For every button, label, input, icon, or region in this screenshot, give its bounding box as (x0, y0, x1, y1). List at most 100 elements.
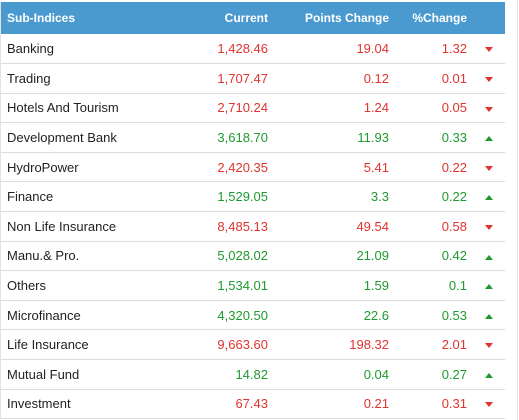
row-arrow-cell (473, 271, 505, 301)
row-current-value: 9,663.60 (217, 337, 268, 353)
row-points-change: 198.32 (349, 337, 389, 353)
row-arrow-cell (473, 64, 505, 94)
row-arrow-cell (473, 212, 505, 242)
row-arrow-cell (473, 300, 505, 330)
row-points-change: 11.93 (357, 130, 389, 146)
table-row[interactable]: Life Insurance 9,663.60 198.32 2.01 (1, 330, 505, 360)
row-name-link[interactable]: Manu.& Pro. (7, 248, 80, 264)
table-row[interactable]: Microfinance 4,320.50 22.6 0.53 (1, 300, 505, 330)
row-name-link[interactable]: Development Bank (7, 130, 117, 146)
row-points-change: 19.04 (356, 41, 389, 57)
row-arrow-cell (473, 34, 505, 64)
row-current-value: 5,028.02 (217, 248, 268, 264)
row-arrow-cell (473, 93, 505, 123)
row-percent-change: 0.22 (441, 189, 467, 205)
triangle-down-icon (485, 165, 493, 171)
triangle-up-icon (485, 195, 493, 201)
table-row[interactable]: Mutual Fund 14.82 0.04 0.27 (1, 360, 505, 390)
triangle-up-icon (485, 254, 493, 260)
row-points-change: 0.12 (363, 70, 389, 86)
row-current-value: 14.82 (235, 366, 268, 382)
row-points-change: 3.3 (370, 189, 389, 205)
triangle-down-icon (485, 76, 493, 82)
header-arrow-column (473, 2, 505, 34)
triangle-up-icon (485, 284, 493, 290)
row-name-link[interactable]: HydroPower (7, 159, 79, 175)
header-current[interactable]: Current (224, 11, 268, 25)
row-points-change: 22.6 (363, 307, 389, 323)
row-points-change: 0.21 (363, 396, 389, 412)
triangle-down-icon (485, 224, 493, 230)
scrollbar-track[interactable] (517, 0, 518, 420)
table-row[interactable]: Trading 1,707.47 0.12 0.01 (1, 64, 505, 94)
triangle-up-icon (485, 372, 493, 378)
row-arrow-cell (473, 123, 505, 153)
row-points-change: 5.41 (363, 159, 389, 175)
row-current-value: 1,428.46 (217, 41, 268, 57)
row-percent-change: 0.33 (441, 130, 467, 146)
table-row[interactable]: Banking 1,428.46 19.04 1.32 (1, 34, 505, 64)
row-current-value: 4,320.50 (217, 307, 268, 323)
table-row[interactable]: Hotels And Tourism 2,710.24 1.24 0.05 (1, 93, 505, 123)
header-sub-indices[interactable]: Sub-Indices (7, 11, 76, 25)
row-arrow-cell (473, 389, 505, 419)
row-percent-change: 0.01 (441, 70, 467, 86)
row-current-value: 1,707.47 (217, 70, 268, 86)
row-name-link[interactable]: Mutual Fund (7, 366, 80, 382)
header-percent-change[interactable]: %Change (412, 11, 467, 25)
table-row[interactable]: Others 1,534.01 1.59 0.1 (1, 271, 505, 301)
row-arrow-cell (473, 360, 505, 390)
row-percent-change: 0.31 (441, 396, 467, 412)
sub-indices-table: Sub-Indices Current Points Change %Chang… (1, 2, 505, 419)
triangle-down-icon (485, 343, 493, 349)
triangle-up-icon (485, 136, 493, 142)
row-name-link[interactable]: Life Insurance (7, 337, 89, 353)
row-arrow-cell (473, 182, 505, 212)
row-points-change: 1.24 (363, 100, 389, 116)
row-points-change: 49.54 (356, 218, 389, 234)
row-percent-change: 0.42 (441, 248, 467, 264)
triangle-down-icon (485, 47, 493, 53)
table-row[interactable]: HydroPower 2,420.35 5.41 0.22 (1, 152, 505, 182)
triangle-down-icon (485, 106, 493, 112)
row-percent-change: 2.01 (441, 337, 467, 353)
row-name-link[interactable]: Hotels And Tourism (7, 100, 119, 116)
row-name-link[interactable]: Microfinance (7, 307, 81, 323)
row-arrow-cell (473, 241, 505, 271)
row-current-value: 2,710.24 (217, 100, 268, 116)
row-points-change: 21.09 (356, 248, 389, 264)
row-current-value: 1,529.05 (217, 189, 268, 205)
row-name-link[interactable]: Finance (7, 189, 54, 205)
table-row[interactable]: Development Bank 3,618.70 11.93 0.33 (1, 123, 505, 153)
row-name-link[interactable]: Non Life Insurance (7, 218, 117, 234)
row-arrow-cell (473, 152, 505, 182)
row-points-change: 0.04 (363, 366, 389, 382)
row-name-link[interactable]: Trading (7, 70, 51, 86)
table-body: Banking 1,428.46 19.04 1.32 Trading 1,707.47 0… (1, 34, 505, 419)
row-current-value: 67.43 (235, 396, 268, 412)
row-percent-change: 0.1 (448, 278, 467, 294)
row-arrow-cell (473, 330, 505, 360)
table-row[interactable]: Non Life Insurance 8,485.13 49.54 0.58 (1, 212, 505, 242)
row-current-value: 1,534.01 (217, 278, 268, 294)
row-percent-change: 1.32 (441, 41, 467, 57)
row-points-change: 1.59 (363, 278, 389, 294)
row-percent-change: 0.22 (441, 159, 467, 175)
triangle-down-icon (485, 402, 493, 408)
table-header-row: Sub-Indices Current Points Change %Chang… (1, 2, 505, 34)
row-percent-change: 0.05 (441, 100, 467, 116)
table-row[interactable]: Investment 67.43 0.21 0.31 (1, 389, 505, 419)
row-name-link[interactable]: Banking (7, 41, 54, 57)
row-percent-change: 0.58 (441, 218, 467, 234)
row-current-value: 3,618.70 (217, 130, 268, 146)
table-row[interactable]: Finance 1,529.05 3.3 0.22 (1, 182, 505, 212)
row-current-value: 8,485.13 (217, 218, 268, 234)
row-current-value: 2,420.35 (217, 159, 268, 175)
triangle-up-icon (485, 313, 493, 319)
table-row[interactable]: Manu.& Pro. 5,028.02 21.09 0.42 (1, 241, 505, 271)
sub-indices-table-container: Sub-Indices Current Points Change %Chang… (0, 2, 505, 420)
row-percent-change: 0.27 (441, 366, 467, 382)
header-points-change[interactable]: Points Change (304, 11, 389, 25)
row-name-link[interactable]: Investment (7, 396, 71, 412)
row-name-link[interactable]: Others (7, 278, 47, 294)
